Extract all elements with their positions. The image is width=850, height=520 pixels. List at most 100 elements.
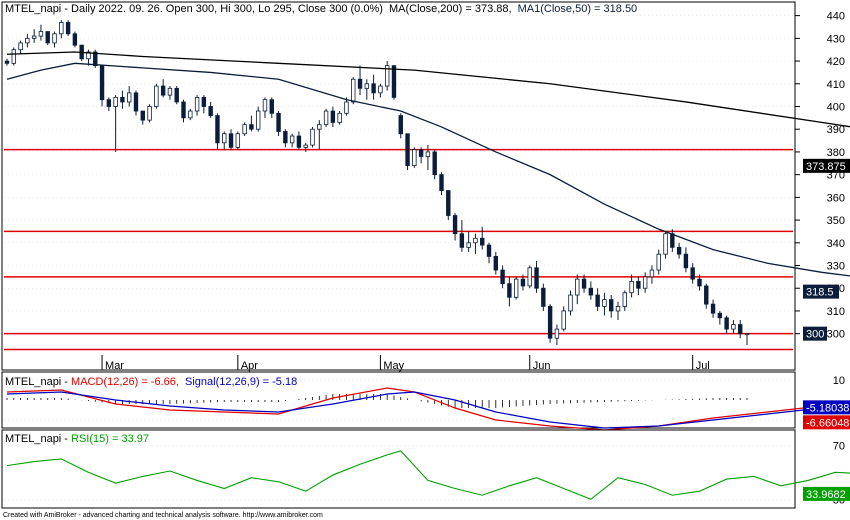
candle-down [697, 278, 702, 287]
candle-down [228, 133, 234, 148]
candle-up [59, 22, 64, 35]
candle-up [622, 292, 627, 307]
price-x-tick-label: Apr [241, 360, 258, 372]
candle-up [86, 51, 91, 60]
candle-up [262, 99, 268, 112]
rsi-y-tick-label: 70 [833, 440, 845, 452]
ma200-legend: MA(Close,200) = 373.88, [389, 3, 512, 15]
candle-down [704, 285, 709, 305]
macd-line [6, 387, 850, 431]
macd-prefix: MTEL_napi - [5, 376, 71, 388]
candle-up [147, 106, 152, 121]
candle-up [629, 281, 634, 294]
price-y-tick-label: 340 [827, 238, 845, 250]
price-y-tick-label: 410 [827, 79, 845, 91]
candle-up [473, 237, 478, 244]
candle-up [235, 133, 241, 148]
price-y-axis: 3003103203303403503603703803904004104204… [795, 11, 845, 341]
candle-up [52, 33, 57, 44]
candle-down [208, 106, 213, 116]
candle-up [744, 333, 750, 336]
ma50-legend: MA1(Close,50) = 318.50 [518, 3, 638, 15]
candle-down [296, 135, 302, 148]
rsi-plot-area [1, 429, 796, 509]
rsi-panel: 7030 33.9682 MTEL_napi - RSI(15) = 33.97 [1, 429, 850, 509]
price-last-value-labels: 373.875 318.5 300 [803, 158, 850, 341]
price-header-text: MTEL_napi - Daily 2022. 09. 26. Open 300… [5, 3, 383, 15]
candle-down [581, 278, 587, 289]
candle-up [527, 267, 532, 287]
candle-up [194, 97, 200, 112]
candle-down [174, 87, 179, 103]
price-moving-averages [6, 51, 850, 277]
candle-up [255, 110, 261, 130]
macd-last-label-box [803, 415, 850, 430]
candle-down [683, 253, 689, 269]
candle-down [439, 174, 444, 191]
ma50-last-label: 318.5 [806, 287, 834, 299]
candle-down [595, 294, 600, 307]
candle-down [418, 149, 424, 157]
candle-down [717, 312, 723, 319]
candle-up [113, 97, 118, 107]
ma200-last-label-box [803, 158, 850, 173]
macd-lines [6, 387, 850, 431]
price-x-tick-label: Jul [696, 360, 710, 372]
footer-credit: Created with AmiBroker - advanced charti… [3, 512, 323, 519]
candle-down [391, 65, 397, 98]
macd-header: MTEL_napi - MACD(12,26) = -6.66, Signal(… [5, 376, 297, 388]
price-y-tick-label: 420 [827, 56, 845, 68]
candle-down [738, 324, 743, 335]
candle-down [140, 110, 145, 121]
candle-up [554, 328, 560, 339]
candle-down [588, 287, 594, 296]
price-y-tick-label: 440 [827, 11, 845, 23]
price-y-tick-label: 330 [827, 261, 845, 273]
rsi-last-label: 33.9682 [806, 489, 846, 501]
candle-down [99, 65, 105, 101]
ma50-line [6, 62, 850, 277]
candle-down [452, 215, 458, 235]
candle-up [513, 278, 519, 298]
price-y-tick-label: 390 [827, 124, 845, 136]
signal-line [6, 391, 850, 429]
close-last-label: 300 [806, 329, 824, 341]
candle-up [561, 310, 566, 330]
candle-down [547, 305, 553, 339]
macd-last-value-labels: -5.18038 -6.66048 [803, 400, 850, 430]
candle-down [609, 299, 614, 312]
candle-down [507, 283, 512, 298]
rsi-last-value-labels: 33.9682 [803, 486, 850, 501]
candle-down [446, 190, 451, 216]
price-y-tick-label: 310 [827, 306, 845, 318]
rsi-line-path [6, 450, 850, 500]
rsi-last-label-box [803, 486, 850, 501]
candle-down [160, 85, 166, 96]
candle-up [344, 101, 349, 114]
candle-up [649, 269, 655, 278]
signal-last-label-box [803, 400, 850, 415]
candle-up [642, 276, 648, 289]
candle-down [500, 269, 505, 285]
candle-down [215, 115, 220, 144]
price-x-tick-label: Jun [533, 360, 551, 372]
price-y-tick-label: 430 [827, 33, 845, 45]
candle-up [384, 65, 390, 87]
candle-down [493, 256, 499, 271]
close-last-label-box [803, 326, 827, 341]
candle-up [466, 242, 471, 248]
candle-up [323, 110, 329, 126]
candle-down [520, 278, 526, 287]
price-x-axis: MarAprMayJunJulAugSep [101, 355, 710, 372]
rsi-legend: RSI(15) = 33.97 [71, 433, 149, 445]
candle-up [364, 83, 370, 89]
rsi-line [6, 450, 850, 500]
ma200-last-label: 373.875 [806, 161, 846, 173]
candle-up [154, 85, 159, 107]
price-y-tick-label: 350 [827, 215, 845, 227]
candle-up [18, 42, 23, 51]
candle-down [480, 237, 485, 246]
price-x-tick-label: May [383, 360, 404, 372]
candle-down [724, 317, 729, 330]
